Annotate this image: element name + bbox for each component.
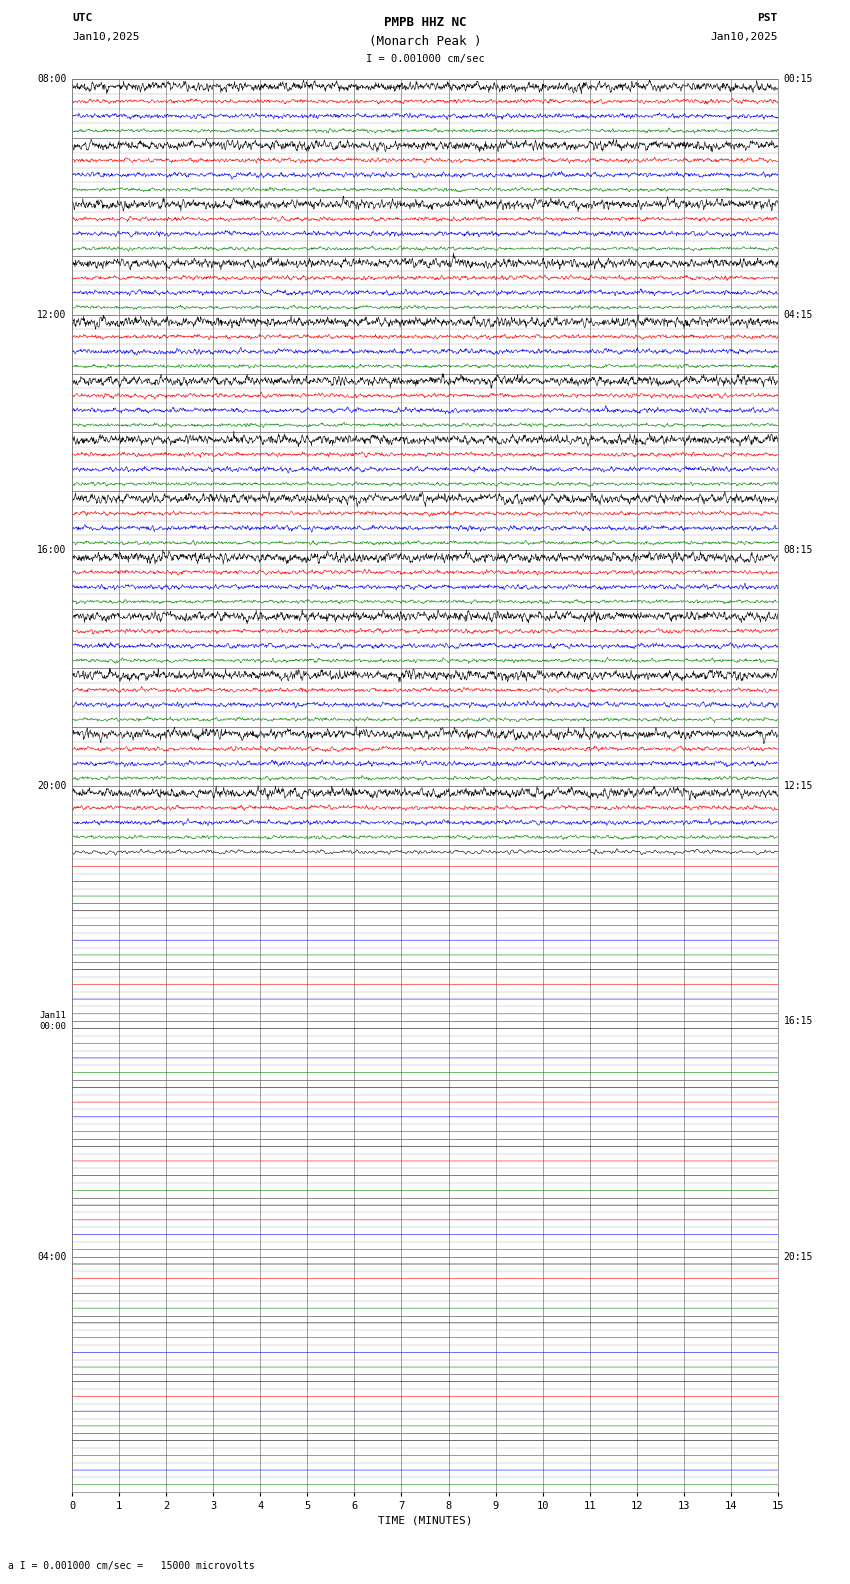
Text: I = 0.001000 cm/sec: I = 0.001000 cm/sec (366, 54, 484, 63)
Text: a I = 0.001000 cm/sec =   15000 microvolts: a I = 0.001000 cm/sec = 15000 microvolts (8, 1562, 255, 1571)
Text: 12:15: 12:15 (784, 781, 813, 790)
Text: Jan10,2025: Jan10,2025 (72, 32, 139, 41)
Text: Jan11
00:00: Jan11 00:00 (40, 1012, 66, 1031)
Text: 00:15: 00:15 (784, 74, 813, 84)
Text: UTC: UTC (72, 13, 93, 22)
Text: PMPB HHZ NC: PMPB HHZ NC (383, 16, 467, 29)
Text: 12:00: 12:00 (37, 310, 66, 320)
Text: 08:15: 08:15 (784, 545, 813, 554)
Text: Jan10,2025: Jan10,2025 (711, 32, 778, 41)
Text: 16:15: 16:15 (784, 1017, 813, 1026)
Text: 04:00: 04:00 (37, 1251, 66, 1261)
Text: 08:00: 08:00 (37, 74, 66, 84)
Text: (Monarch Peak ): (Monarch Peak ) (369, 35, 481, 48)
Text: 20:00: 20:00 (37, 781, 66, 790)
Text: 04:15: 04:15 (784, 310, 813, 320)
Text: 16:00: 16:00 (37, 545, 66, 554)
Text: PST: PST (757, 13, 778, 22)
X-axis label: TIME (MINUTES): TIME (MINUTES) (377, 1516, 473, 1525)
Text: 20:15: 20:15 (784, 1251, 813, 1261)
